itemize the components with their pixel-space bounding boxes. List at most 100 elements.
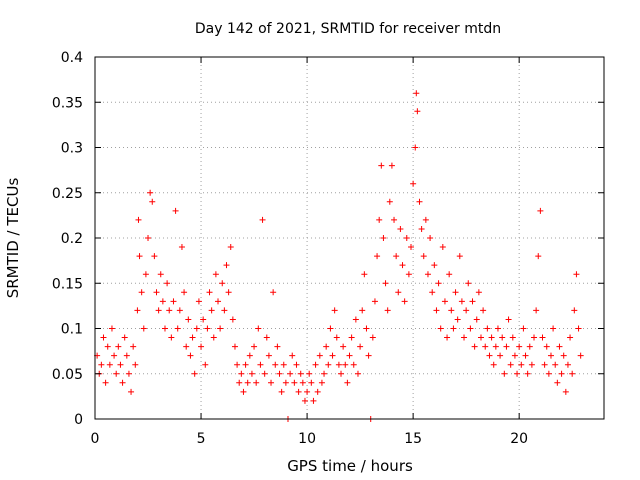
data-point xyxy=(480,307,487,314)
data-point xyxy=(291,379,298,386)
data-point xyxy=(251,343,258,350)
y-tick-label: 0.35 xyxy=(52,95,83,111)
data-point xyxy=(136,253,143,260)
data-point xyxy=(352,316,359,323)
data-point xyxy=(507,361,514,368)
data-point xyxy=(206,289,213,296)
data-point xyxy=(217,325,224,332)
data-point xyxy=(265,352,272,359)
data-point xyxy=(571,307,578,314)
data-point xyxy=(255,325,262,332)
data-point xyxy=(543,343,550,350)
data-point xyxy=(248,370,255,377)
data-point xyxy=(533,307,540,314)
data-point xyxy=(437,325,444,332)
x-tick-label: 15 xyxy=(404,431,422,447)
data-point xyxy=(494,325,501,332)
data-point xyxy=(444,334,451,341)
data-point xyxy=(365,352,372,359)
y-tick-label: 0.15 xyxy=(52,276,83,292)
data-point xyxy=(427,235,434,241)
data-point xyxy=(159,298,166,305)
data-point xyxy=(454,316,461,323)
data-point xyxy=(556,343,563,350)
data-point xyxy=(297,370,304,377)
data-point xyxy=(282,379,289,386)
x-tick-label: 5 xyxy=(197,431,206,447)
data-point xyxy=(384,307,391,314)
data-point xyxy=(435,280,442,287)
data-point xyxy=(329,352,336,359)
data-point xyxy=(422,216,429,223)
data-point xyxy=(393,253,400,260)
y-tick-label: 0.4 xyxy=(61,50,83,66)
data-point xyxy=(552,361,559,368)
data-point xyxy=(301,397,308,404)
data-point xyxy=(178,244,185,251)
data-point xyxy=(539,334,546,341)
data-point xyxy=(333,334,340,341)
grid xyxy=(95,57,604,419)
data-point xyxy=(155,307,162,314)
data-point xyxy=(140,325,147,332)
data-point xyxy=(166,307,173,314)
data-point xyxy=(210,334,217,341)
data-point xyxy=(234,361,241,368)
data-point xyxy=(244,379,251,386)
data-point xyxy=(558,370,565,377)
data-point xyxy=(431,262,438,269)
data-point xyxy=(276,370,283,377)
data-point xyxy=(429,289,436,296)
data-point xyxy=(181,289,188,296)
data-point xyxy=(528,361,535,368)
data-point xyxy=(354,370,361,377)
data-point xyxy=(520,325,527,332)
chart-title: Day 142 of 2021, SRMTID for receiver mtd… xyxy=(195,21,501,37)
data-point xyxy=(147,189,154,196)
data-point xyxy=(342,361,349,368)
data-point xyxy=(499,334,506,341)
data-point xyxy=(433,307,440,314)
data-point xyxy=(223,262,230,269)
data-point xyxy=(405,271,412,278)
data-point xyxy=(511,352,518,359)
data-point xyxy=(236,379,243,386)
data-point xyxy=(212,271,219,278)
data-point xyxy=(388,162,395,169)
data-point xyxy=(482,343,489,350)
data-point xyxy=(187,352,194,359)
data-point xyxy=(321,370,328,377)
data-point xyxy=(121,334,128,341)
data-point xyxy=(357,343,364,350)
data-point xyxy=(157,271,164,278)
data-point xyxy=(306,370,313,377)
axis-ticks: 0 5 10 15 20 0 0.05 0.1 0.15 0.2 0.25 0.3 0.35 0.4 xyxy=(52,50,604,447)
data-point xyxy=(465,280,472,287)
data-point xyxy=(575,325,582,332)
data-point xyxy=(380,235,387,241)
data-point xyxy=(503,343,510,350)
data-point xyxy=(497,352,504,359)
data-point xyxy=(401,298,408,305)
data-point xyxy=(509,334,516,341)
x-tick-label: 20 xyxy=(510,431,528,447)
data-point xyxy=(151,253,158,260)
data-point xyxy=(448,307,455,314)
data-point xyxy=(414,108,421,115)
data-point xyxy=(420,253,427,260)
data-point xyxy=(526,343,533,350)
data-point xyxy=(316,352,323,359)
data-point xyxy=(467,325,474,332)
data-point xyxy=(219,280,226,287)
data-point xyxy=(314,388,321,395)
data-point xyxy=(371,298,378,305)
data-point xyxy=(138,289,145,296)
data-point xyxy=(338,370,345,377)
data-point xyxy=(361,271,368,278)
data-point xyxy=(170,298,177,305)
data-point xyxy=(335,361,342,368)
data-point xyxy=(369,334,376,341)
data-point xyxy=(554,379,561,386)
data-point xyxy=(376,216,383,223)
data-point xyxy=(168,334,175,341)
